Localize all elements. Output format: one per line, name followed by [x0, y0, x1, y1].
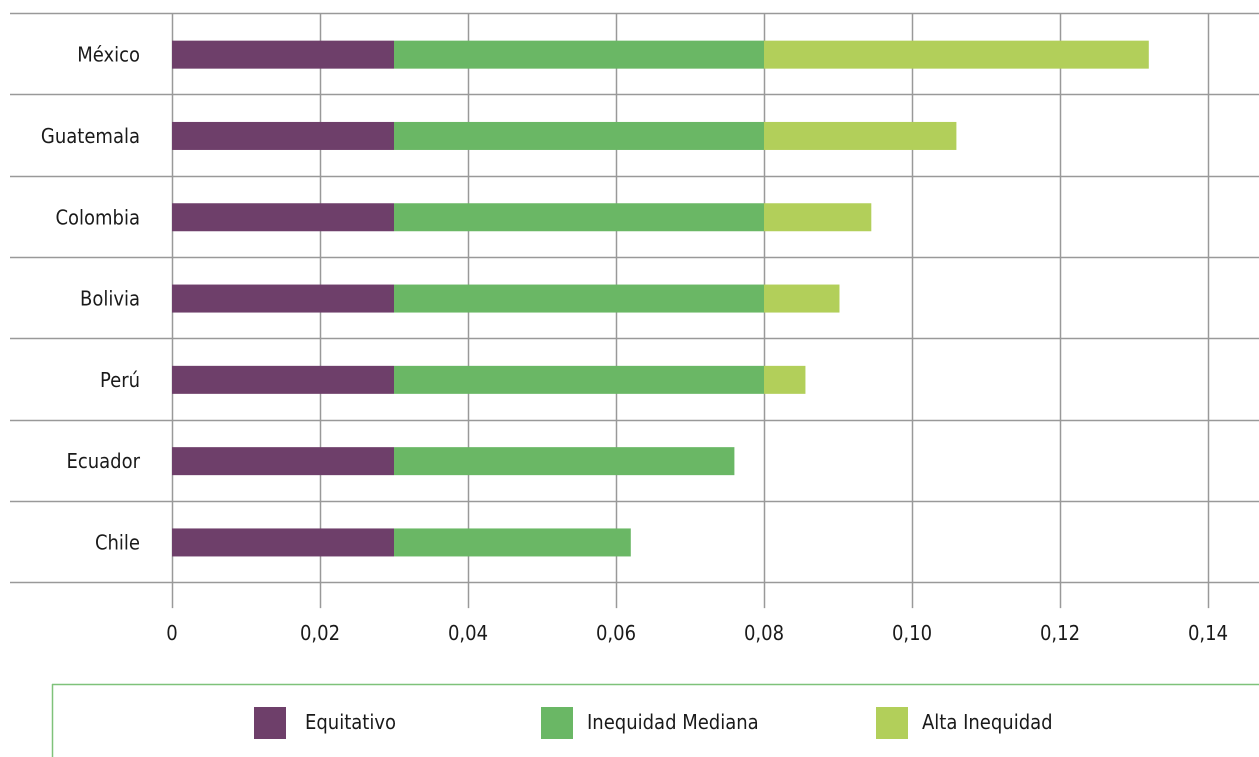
bar-segment: [764, 284, 840, 313]
x-tick-label: 0,06: [596, 621, 636, 645]
bar-segment: [394, 528, 631, 557]
x-tick-label: 0,02: [300, 621, 340, 645]
bar-segment: [172, 365, 394, 394]
category-labels: México Guatemala Colombia Bolivia Perú Ecuado…: [41, 43, 141, 555]
bar-segment: [394, 284, 764, 313]
x-tick-label: 0,08: [744, 621, 784, 645]
x-axis-tick-labels: 0 0,02 0,04 0,06 0,08 0,10 0,12 0,14: [166, 621, 1228, 645]
bar-segment: [172, 284, 394, 313]
legend-swatch: [541, 707, 573, 739]
category-label: Chile: [95, 530, 140, 554]
x-tick-label: 0: [166, 621, 177, 645]
bar-segment: [172, 121, 394, 150]
x-tick-label: 0,10: [892, 621, 932, 645]
bar-segment: [394, 447, 735, 476]
x-tick-label: 0,14: [1188, 621, 1228, 645]
bar-segment: [764, 203, 872, 232]
bar-segment: [764, 365, 806, 394]
legend-label: Equitativo: [305, 710, 396, 734]
bar-segment: [764, 40, 1149, 69]
x-tick-label: 0,04: [448, 621, 488, 645]
category-label: México: [77, 43, 140, 67]
bar-segment: [394, 365, 764, 394]
legend-label: Inequidad Mediana: [587, 710, 759, 734]
bar-segment: [172, 447, 394, 476]
bar-segment: [172, 528, 394, 557]
bar-segment: [172, 40, 394, 69]
category-label: Guatemala: [41, 124, 140, 148]
grid-lines: [10, 12, 1259, 609]
category-label: Colombia: [55, 205, 140, 229]
category-label: Ecuador: [66, 449, 140, 473]
bar-segment: [394, 121, 764, 150]
bar-segment: [394, 40, 764, 69]
bar-segment: [764, 121, 957, 150]
category-label: Bolivia: [80, 287, 140, 311]
bars: [172, 40, 1149, 557]
bar-segment: [172, 203, 394, 232]
legend-swatch: [876, 707, 908, 739]
legend: Equitativo Inequidad Mediana Alta Inequida…: [51, 683, 1259, 757]
legend-label: Alta Inequidad: [922, 710, 1053, 734]
x-tick-label: 0,12: [1040, 621, 1080, 645]
legend-swatch: [254, 707, 286, 739]
bar-segment: [394, 203, 764, 232]
category-label: Perú: [100, 368, 140, 392]
